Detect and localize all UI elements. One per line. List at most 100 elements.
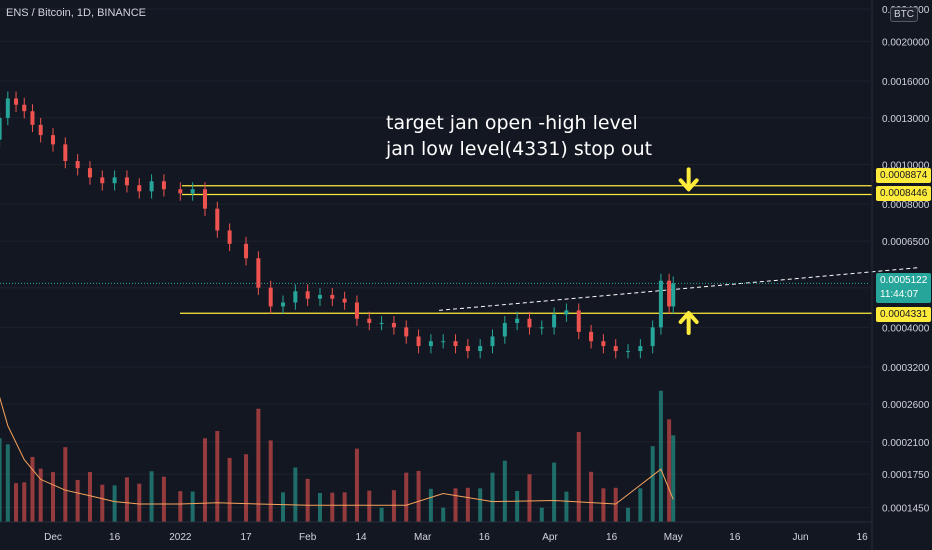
candle-body bbox=[527, 318, 532, 328]
volume-bar bbox=[527, 474, 532, 522]
volume-bar bbox=[51, 472, 55, 522]
volume-bar bbox=[268, 440, 273, 522]
candle-body bbox=[354, 302, 359, 319]
candle-body bbox=[215, 208, 220, 231]
x-tick-label: May bbox=[664, 532, 683, 543]
candle-body bbox=[51, 135, 55, 145]
volume-bar bbox=[478, 488, 483, 522]
price-label-upper-1: 0.0008874 bbox=[876, 168, 932, 183]
candle-body bbox=[515, 318, 520, 323]
x-tick-label: 2022 bbox=[169, 532, 192, 543]
candle-body bbox=[244, 243, 249, 259]
candle-body bbox=[305, 291, 310, 299]
candle-body bbox=[478, 346, 483, 352]
arrow-down-icon bbox=[678, 167, 699, 192]
candle-body bbox=[63, 144, 68, 162]
candle-body bbox=[293, 291, 298, 303]
candle-body bbox=[589, 331, 594, 342]
volume-bar bbox=[441, 507, 446, 522]
candle-body bbox=[281, 302, 286, 307]
price-label-lower: 0.0004331 bbox=[876, 307, 932, 322]
volume-bar bbox=[638, 488, 643, 522]
volume-bar bbox=[281, 492, 286, 522]
volume-bar bbox=[5, 444, 10, 522]
chart-header-title: ENS / Bitcoin, 1D, BINANCE bbox=[6, 7, 146, 19]
x-tick-label: Jun bbox=[792, 532, 808, 543]
y-tick-label: 0.0003200 bbox=[882, 363, 930, 374]
candle-body bbox=[137, 185, 142, 192]
candle-body bbox=[87, 168, 92, 178]
volume-bar bbox=[490, 472, 495, 522]
y-tick-label: 0.0013000 bbox=[882, 114, 930, 125]
x-tick-label: Apr bbox=[542, 532, 558, 543]
volume-bar bbox=[613, 487, 618, 522]
volume-bar bbox=[293, 467, 298, 522]
candle-body bbox=[100, 177, 105, 184]
volume-bar bbox=[244, 454, 249, 522]
volume-bar bbox=[38, 468, 43, 522]
volume-bar bbox=[626, 507, 631, 522]
x-tick-label: Dec bbox=[44, 532, 62, 543]
y-tick-label: 0.0002600 bbox=[882, 400, 930, 411]
y-tick-label: 0.0008000 bbox=[882, 200, 930, 211]
chart-annotation: target jan open -high level jan low leve… bbox=[386, 110, 652, 162]
annotation-line-1: target jan open -high level bbox=[386, 112, 638, 134]
volume-bar bbox=[330, 492, 335, 522]
volume-bar bbox=[137, 483, 142, 522]
last-price-countdown: 11:44:07 bbox=[880, 289, 919, 300]
volume-bar bbox=[601, 488, 606, 522]
volume-bar bbox=[379, 507, 384, 522]
candle-body bbox=[124, 177, 129, 186]
trendline bbox=[439, 267, 920, 311]
candle-body bbox=[601, 341, 606, 347]
candle-body bbox=[564, 310, 569, 315]
volume-bar bbox=[342, 492, 347, 522]
candle-body bbox=[441, 341, 446, 343]
candle-body bbox=[112, 177, 117, 184]
x-tick-label: 16 bbox=[606, 532, 618, 543]
candle-body bbox=[178, 189, 183, 194]
volume-bar bbox=[576, 432, 581, 522]
candle-body bbox=[379, 322, 384, 324]
volume-bar bbox=[178, 491, 183, 522]
volume-bar bbox=[87, 471, 92, 522]
x-tick-label: 17 bbox=[240, 532, 252, 543]
y-tick-label: 0.0020000 bbox=[882, 37, 930, 48]
candle-body bbox=[30, 111, 35, 125]
volume-bar bbox=[564, 491, 569, 522]
x-tick-label: 14 bbox=[355, 532, 367, 543]
y-tick-label: 0.0016000 bbox=[882, 77, 930, 88]
volume-bar bbox=[124, 477, 129, 522]
last-price-value: 0.0005122 bbox=[880, 275, 928, 286]
volume-bar bbox=[256, 408, 261, 522]
volume-bar bbox=[416, 470, 421, 522]
candle-body bbox=[490, 336, 495, 347]
volume-bar bbox=[552, 462, 557, 522]
candle-body bbox=[330, 294, 335, 299]
annotation-line-2: jan low level(4331) stop out bbox=[386, 138, 653, 160]
volume-bar bbox=[502, 460, 507, 522]
x-tick-label: 16 bbox=[857, 532, 869, 543]
candle-body bbox=[5, 98, 10, 118]
volume-bar bbox=[14, 483, 19, 522]
candle-body bbox=[342, 298, 347, 303]
volume-bar bbox=[227, 457, 232, 522]
y-tick-label: 0.0001750 bbox=[882, 470, 930, 481]
volume-bar bbox=[539, 507, 544, 522]
candle-body bbox=[149, 181, 154, 192]
candle-body bbox=[428, 341, 433, 347]
candle-body bbox=[650, 327, 655, 347]
candle-body bbox=[638, 346, 643, 352]
currency-badge[interactable]: BTC bbox=[890, 7, 918, 22]
volume-bar bbox=[671, 435, 676, 522]
volume-bar bbox=[112, 485, 117, 522]
volume-bar bbox=[367, 490, 372, 522]
candle-body bbox=[667, 280, 672, 307]
volume-bar bbox=[515, 490, 520, 522]
arrow-up-icon bbox=[678, 310, 699, 335]
price-label-upper-2: 0.0008446 bbox=[876, 186, 932, 201]
volume-bar bbox=[453, 488, 458, 522]
candle-body bbox=[268, 287, 273, 307]
volume-bar bbox=[305, 478, 310, 522]
